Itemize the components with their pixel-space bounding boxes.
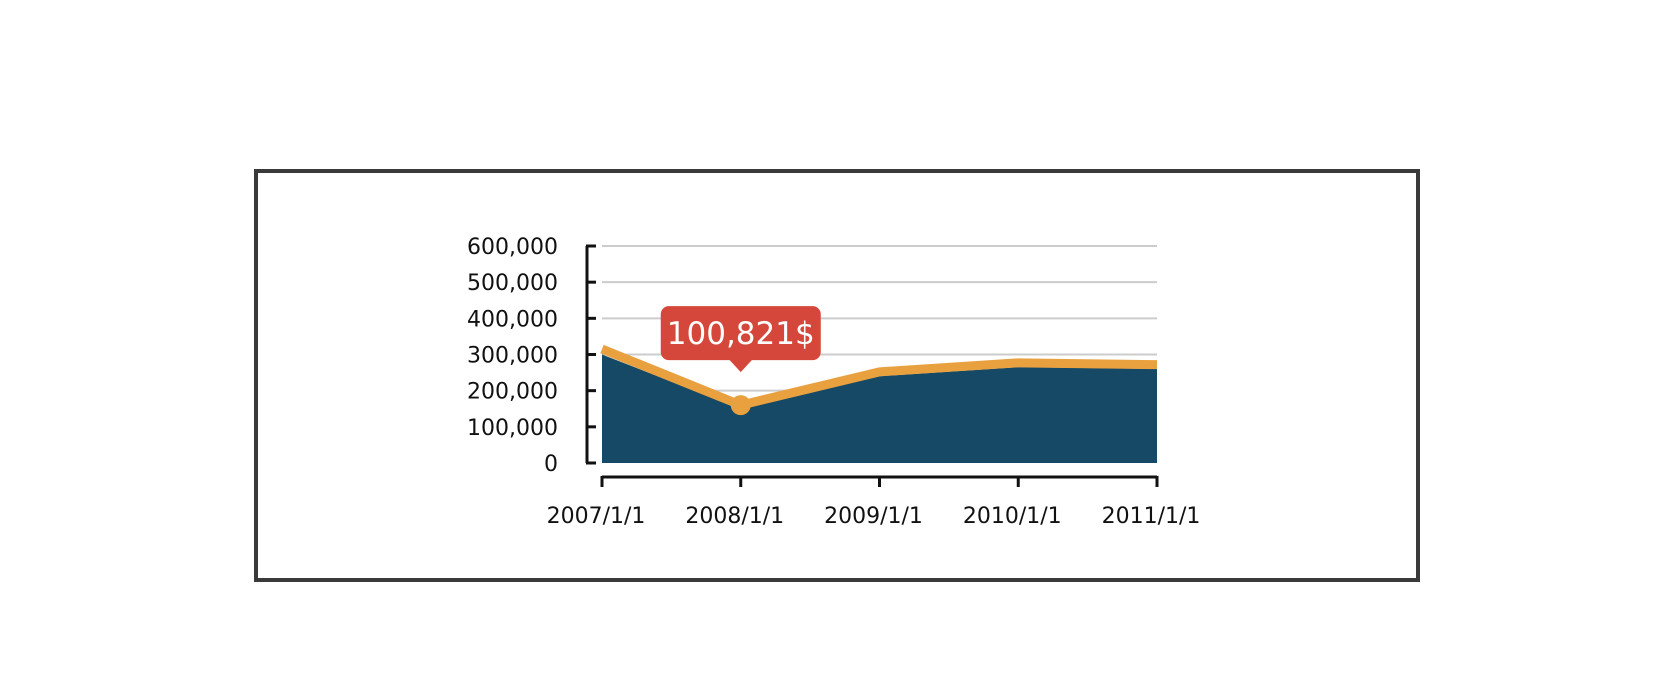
- area-series: [602, 354, 1157, 463]
- tooltip-label: 100,821$: [667, 316, 815, 352]
- highlight-point[interactable]: [730, 395, 751, 416]
- y-tick-label: 200,000: [467, 380, 558, 405]
- x-tick-label: 2010/1/1: [963, 504, 1062, 529]
- tooltip-box: [660, 306, 821, 361]
- y-tick-label: 500,000: [467, 271, 558, 296]
- y-tick-label: 100,000: [467, 416, 558, 441]
- x-tick-label: 2011/1/1: [1102, 504, 1201, 529]
- x-tick-label: 2009/1/1: [824, 504, 923, 529]
- line-series: [600, 344, 1158, 410]
- y-tick-label: 300,000: [467, 344, 558, 369]
- y-tick-label: 400,000: [467, 307, 558, 332]
- tooltip-pointer: [728, 359, 753, 373]
- value-tooltip: 100,821$: [660, 306, 821, 373]
- y-tick-label: 0: [544, 452, 558, 477]
- chart-frame: [254, 169, 1420, 582]
- x-axis-ticks: 2007/1/1 2008/1/1 2009/1/1 2010/1/1 2011/1/1: [547, 476, 1201, 529]
- y-axis-ticks: 0 100,000 200,000 300,000 400,000 500,000 600,…: [467, 235, 596, 477]
- y-tick-label: 600,000: [467, 235, 558, 260]
- x-tick-label: 2007/1/1: [547, 504, 646, 529]
- x-tick-label: 2008/1/1: [685, 504, 784, 529]
- highlight-marker[interactable]: [730, 395, 751, 416]
